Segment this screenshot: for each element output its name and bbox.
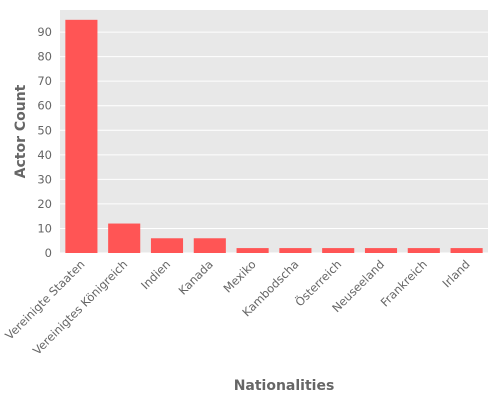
x-tick-label: Frankreich <box>378 257 430 309</box>
x-tick-label: Irland <box>440 257 473 290</box>
x-tick-label: Vereinigte Staaten <box>2 257 87 342</box>
y-tick-label: 10 <box>37 221 52 235</box>
bar <box>193 238 226 253</box>
x-axis-title: Nationalities <box>234 378 335 394</box>
y-axis-title: Actor Count <box>13 84 29 178</box>
bar <box>65 19 98 254</box>
y-tick-label: 90 <box>37 25 52 39</box>
x-tick-label: Kanada <box>176 257 216 297</box>
y-tick-label: 70 <box>37 74 52 88</box>
y-tick-label: 20 <box>37 197 52 211</box>
y-tick-label: 30 <box>37 172 52 186</box>
plot-background <box>60 10 488 253</box>
bar <box>279 248 312 253</box>
y-tick-label: 50 <box>37 123 52 137</box>
y-tick-label: 40 <box>37 148 52 162</box>
y-tick-label: 60 <box>37 99 52 113</box>
y-tick-label: 80 <box>37 50 52 64</box>
y-tick-labels: 0 10 20 30 40 50 60 70 80 90 <box>37 25 52 260</box>
bar <box>236 248 269 253</box>
bars <box>65 19 483 254</box>
bar <box>322 248 355 253</box>
x-tick-label: Mexiko <box>220 257 258 295</box>
bar <box>364 248 398 253</box>
y-tick-label: 0 <box>45 246 52 260</box>
bar <box>407 248 440 253</box>
bar <box>108 223 141 253</box>
bar <box>150 238 184 253</box>
bar <box>450 248 483 253</box>
x-tick-label: Indien <box>138 257 173 292</box>
